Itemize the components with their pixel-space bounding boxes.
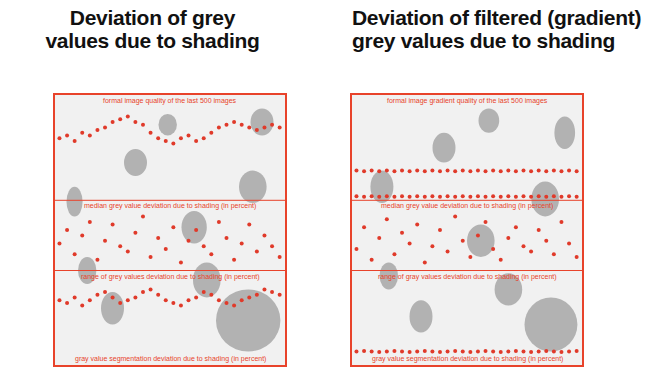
svg-text:range of gray values deviation: range of gray values deviation due to sh… bbox=[378, 273, 557, 281]
svg-text:gray value segmentation deviat: gray value segmentation deviation due to… bbox=[75, 355, 266, 363]
svg-text:range of grey values deviation: range of grey values deviation due to sh… bbox=[81, 273, 260, 281]
svg-text:formal image gradient quality: formal image gradient quality of the las… bbox=[387, 97, 548, 105]
svg-text:formal image quality of the la: formal image quality of the last 500 ima… bbox=[103, 97, 237, 105]
svg-text:median grey value deviation du: median grey value deviation due to shadi… bbox=[381, 202, 553, 210]
svg-text:median grey value deviation du: median grey value deviation due to shadi… bbox=[84, 202, 256, 210]
html-text:Deviation of filtered (gradien: Deviation of filtered (gradient) grey va… bbox=[352, 6, 642, 52]
svg-text:gray value segmentation deviat: gray value segmentation deviation due to… bbox=[372, 355, 563, 363]
html-text:Deviation of grey values due t: Deviation of grey values due to shading bbox=[45, 6, 260, 52]
